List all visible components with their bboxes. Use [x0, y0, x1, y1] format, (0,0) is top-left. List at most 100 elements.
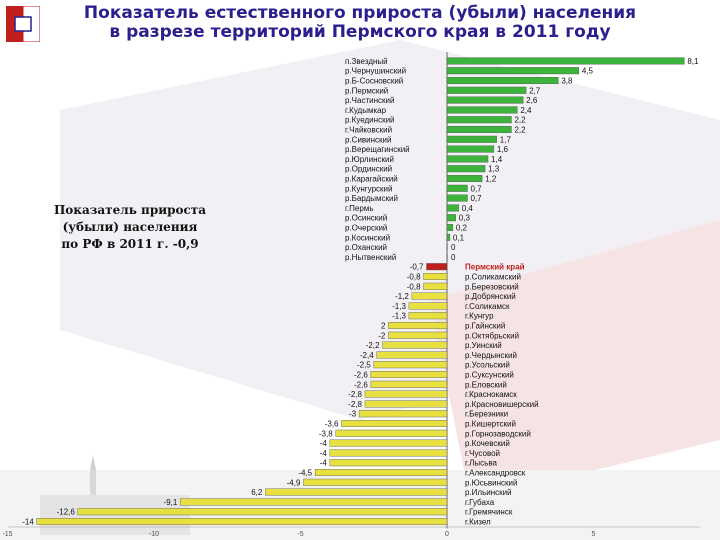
data-label: 0,7: [471, 194, 483, 203]
data-label: -0,8: [407, 282, 421, 291]
bar: [364, 390, 448, 398]
note-line-1: Показатель прироста: [53, 203, 207, 217]
data-label: -2,6: [354, 380, 368, 389]
bar: [446, 67, 580, 75]
category-label: г.Соликамск: [465, 302, 510, 311]
bar: [446, 125, 512, 133]
data-label: 2,2: [514, 126, 526, 135]
data-label: -3,6: [325, 420, 339, 429]
data-label: -0,8: [407, 273, 421, 282]
data-label: 2,2: [514, 116, 526, 125]
bar: [446, 223, 454, 231]
category-label: г.Кунгур: [465, 312, 494, 321]
category-label: р.Косинский: [345, 233, 390, 242]
bar: [341, 420, 448, 428]
category-label: р.Верещагинский: [345, 145, 410, 154]
category-label: г.Чусовой: [465, 449, 500, 458]
data-label: 1,6: [497, 145, 509, 154]
data-label: -2,5: [357, 361, 371, 370]
category-label: г.Кизел: [465, 518, 491, 527]
bar: [376, 351, 448, 359]
category-label: р.Кунгурский: [345, 184, 392, 193]
category-label: р.Куединский: [345, 116, 395, 125]
category-label: р.Пермский: [345, 86, 388, 95]
data-label: 0,3: [459, 214, 471, 223]
data-label: -4,5: [298, 469, 312, 478]
data-label: 2,7: [529, 86, 541, 95]
bar: [364, 400, 448, 408]
data-label: -2,4: [360, 351, 374, 360]
category-label: Пермский край: [465, 263, 525, 272]
data-label: -2,8: [348, 400, 362, 409]
bar: [370, 380, 448, 388]
category-label: р.Суксунский: [465, 371, 514, 380]
bar: [446, 165, 486, 173]
bar: [446, 214, 456, 222]
data-label: -2: [378, 331, 386, 340]
bar: [180, 498, 448, 506]
category-label: р.Гайнский: [465, 322, 505, 331]
bar: [36, 518, 448, 526]
data-label: 8,1: [687, 57, 699, 66]
bar: [411, 292, 448, 300]
bar: [446, 135, 498, 143]
bar: [446, 253, 448, 261]
data-label: 1,2: [485, 175, 497, 184]
data-label: -12,6: [57, 508, 76, 517]
category-label: р.Карагайский: [345, 175, 398, 184]
category-label: г.Александровск: [465, 469, 526, 478]
category-label: р.Частинский: [345, 96, 394, 105]
category-label: р.Горнозаводский: [465, 429, 531, 438]
x-tick-label: 5: [592, 531, 596, 538]
bar: [446, 243, 448, 251]
bar: [329, 449, 448, 457]
category-label: р.Октябрьский: [465, 331, 519, 340]
bar: [446, 194, 468, 202]
x-tick-label: -10: [149, 531, 159, 538]
bar: [373, 361, 448, 369]
x-tick-label: 0: [445, 531, 449, 538]
bar: [446, 86, 527, 94]
category-label: р.Ильинский: [465, 488, 512, 497]
data-label: -1,3: [392, 302, 406, 311]
bar: [446, 76, 559, 84]
category-label: г.Губаха: [465, 498, 495, 507]
data-label: -2,6: [354, 371, 368, 380]
category-label: р.Березовский: [465, 282, 519, 291]
category-label: р.Ординский: [345, 165, 392, 174]
data-label: 2: [381, 322, 386, 331]
bar: [446, 155, 489, 163]
category-label: р.Еловский: [465, 380, 507, 389]
data-label: -1,3: [392, 312, 406, 321]
bar: [314, 469, 448, 477]
page-title: Показатель естественного прироста (убыли…: [40, 4, 680, 42]
data-label: 2,6: [526, 96, 538, 105]
category-label: р.Добрянский: [465, 292, 516, 301]
category-label: р.Юрлинский: [345, 155, 394, 164]
bar: [335, 429, 448, 437]
category-label: р.Сивинский: [345, 135, 392, 144]
category-label: р.Кишертский: [465, 420, 516, 429]
bar: [446, 184, 468, 192]
data-label: -14: [22, 518, 34, 527]
bar: [446, 174, 483, 182]
bar: [446, 233, 451, 241]
category-label: г.Березники: [465, 410, 508, 419]
bar: [329, 439, 448, 447]
bar: [423, 282, 448, 290]
bar: [446, 96, 524, 104]
bar: [303, 478, 448, 486]
category-label: р.Чернушинский: [345, 67, 406, 76]
category-label: р.Красновишерский: [465, 400, 539, 409]
bar: [446, 204, 459, 212]
data-label: 0,7: [471, 184, 483, 193]
data-label: -3: [349, 410, 357, 419]
bar: [408, 312, 448, 320]
bar: [265, 488, 448, 496]
data-label: 6,2: [251, 488, 263, 497]
category-label: р.Б-Сосновский: [345, 77, 403, 86]
data-label: -1,2: [395, 292, 409, 301]
bar: [329, 459, 448, 467]
bar: [382, 341, 448, 349]
